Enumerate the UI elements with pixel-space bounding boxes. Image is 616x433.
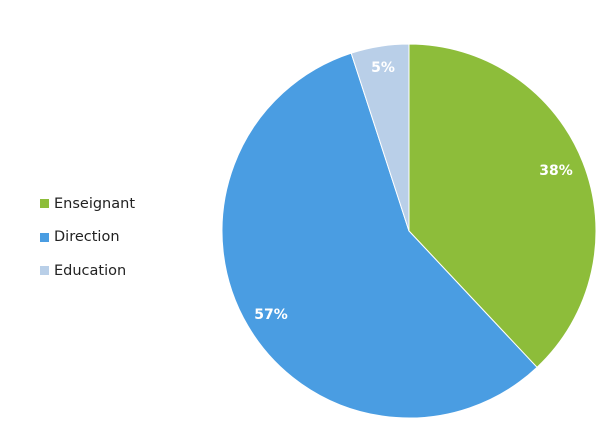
data-label-direction: 57% <box>254 307 288 323</box>
legend-swatch-enseignant <box>40 199 49 209</box>
legend-swatch-education <box>40 266 49 276</box>
pie-slice-direction <box>221 52 538 419</box>
legend-label-education: Education <box>54 262 127 279</box>
pie-slice-enseignant <box>408 43 597 369</box>
legend-label-direction: Direction <box>54 229 120 245</box>
data-label-education: 5% <box>371 60 395 76</box>
pie-slice-education <box>350 43 410 232</box>
legend-swatch-direction <box>40 232 49 242</box>
chart-legend: Enseignant Direction Education <box>40 187 190 288</box>
data-label-enseignant: 38% <box>539 163 573 179</box>
legend-item-education: Education <box>40 254 190 288</box>
legend-label-enseignant: Enseignant <box>54 195 136 212</box>
legend-item-direction: Direction <box>40 221 190 255</box>
legend-item-enseignant: Enseignant <box>40 187 190 221</box>
